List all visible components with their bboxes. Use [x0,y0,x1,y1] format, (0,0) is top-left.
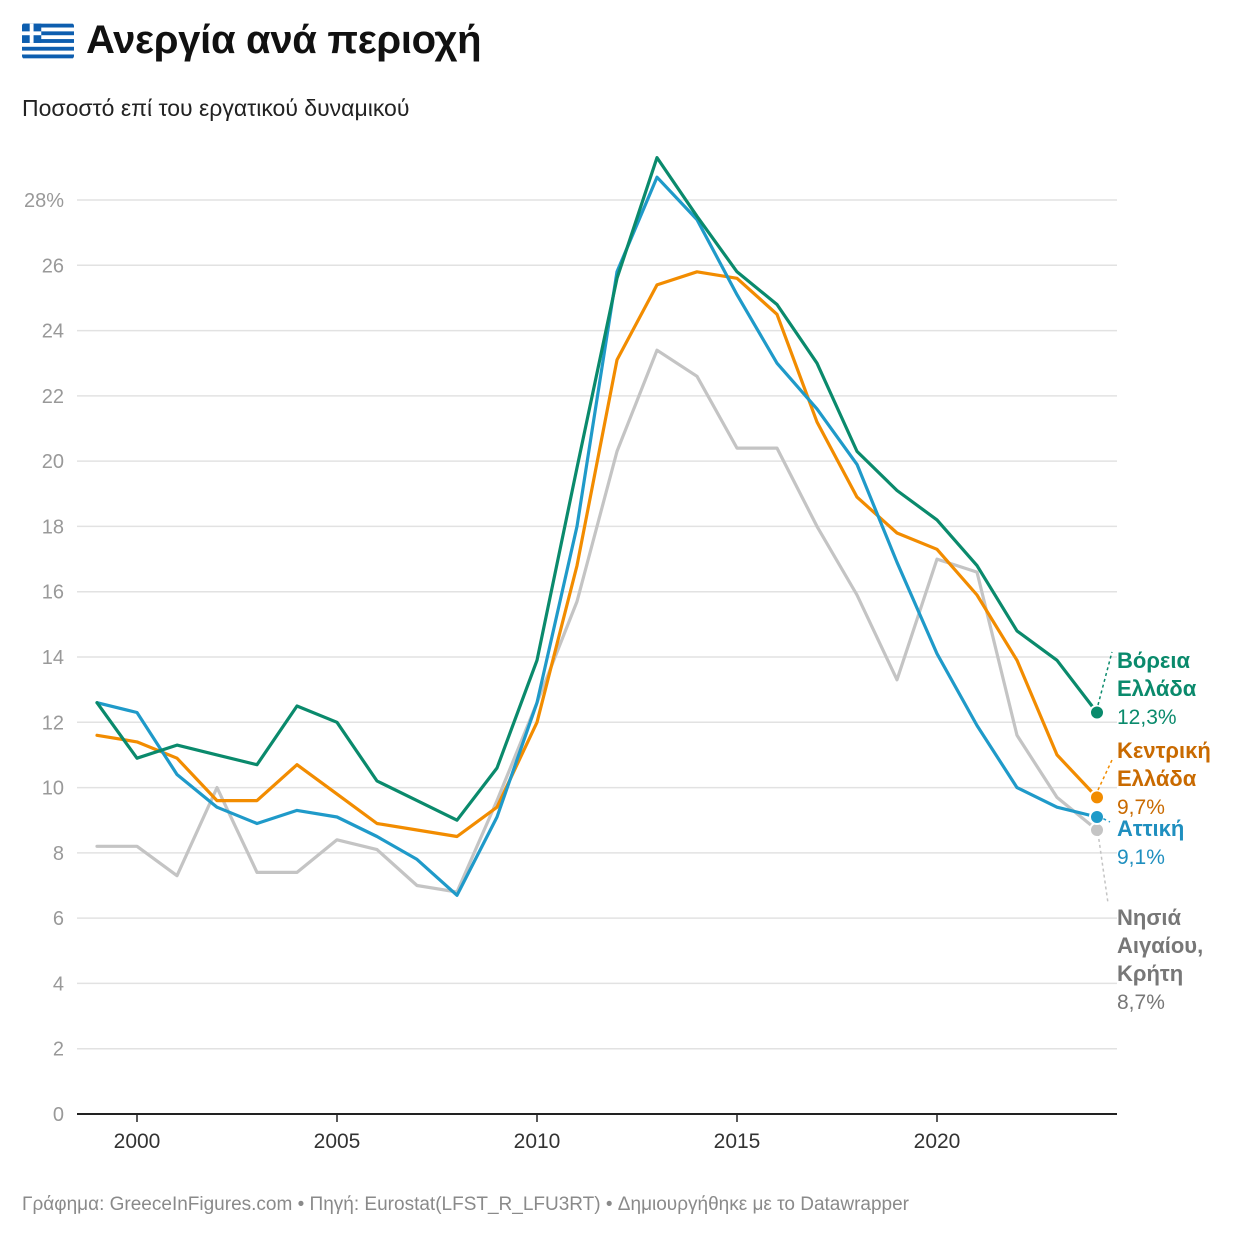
series-label-value: 12,3% [1117,706,1177,729]
series-label-name: Αττική [1117,816,1184,841]
y-tick-label: 4 [53,973,64,995]
series-label-name: Κρήτη [1117,961,1183,986]
label-connector [1097,651,1113,706]
chart-title: Ανεργία ανά περιοχή [86,18,482,62]
series-end-point [1089,808,1105,825]
series-label-value: 9,7% [1117,796,1165,819]
series-end-point [1089,704,1105,721]
x-tick-label: 2020 [914,1130,961,1153]
title-row: Ανεργία ανά περιοχή [22,18,1222,63]
series-end-point [1089,789,1105,806]
series-label-name: Κεντρική [1117,738,1211,763]
series-label-name: Ελλάδα [1117,766,1197,791]
series-label-name: Βόρεια [1117,648,1190,673]
y-tick-label: 2 [53,1039,64,1061]
y-tick-label: 8 [53,843,64,865]
series-line [95,175,1099,897]
series-label-name: Ελλάδα [1117,676,1197,701]
chart-header: Ανεργία ανά περιοχή [22,18,1222,63]
y-tick-label: 22 [42,386,64,408]
y-tick-label: 0 [53,1104,64,1126]
y-tick-label: 16 [42,582,64,604]
label-connector [1097,759,1113,791]
y-tick-label: 28% [24,190,64,212]
y-tick-label: 26 [42,255,64,277]
series-line [95,156,1099,822]
x-tick-label: 2000 [114,1130,161,1153]
series-labels: Νησιά Αιγαίου, Κρήτη 8,7% Κεντρική Ελλάδα 9,7%… [1097,648,1211,1014]
y-tick-label: 14 [42,647,64,669]
y-tick-label: 24 [42,321,64,343]
y-tick-label: 20 [42,451,64,473]
x-tick-label: 2005 [314,1130,361,1153]
y-tick-label: 6 [53,908,64,930]
x-tick-label: 2015 [714,1130,761,1153]
greek-flag-icon [22,23,74,58]
series-end-point [1089,822,1105,839]
grid-lines [77,199,1117,1050]
series-label-name: Αιγαίου, [1117,933,1203,958]
chart-footer: Γράφημα: GreeceInFigures.com • Πηγή: Eur… [22,1194,910,1215]
series-label-value: 9,1% [1117,846,1165,869]
y-tick-label: 18 [42,516,64,538]
series-label-value: 8,7% [1117,991,1165,1014]
label-connector [1097,815,1111,823]
label-connector [1097,832,1109,904]
series-label-name: Νησιά [1117,905,1181,930]
series-line [95,270,1099,839]
x-axis: 2000 2005 2010 2015 2020 [77,1113,1117,1153]
y-tick-label: 10 [42,778,64,800]
series-line [95,348,1099,894]
series-lines [95,156,1105,897]
y-tick-label: 12 [42,712,64,734]
chart-subtitle: Ποσοστό επί του εργατικού δυναμικού [22,95,410,121]
x-tick-label: 2010 [514,1130,561,1153]
